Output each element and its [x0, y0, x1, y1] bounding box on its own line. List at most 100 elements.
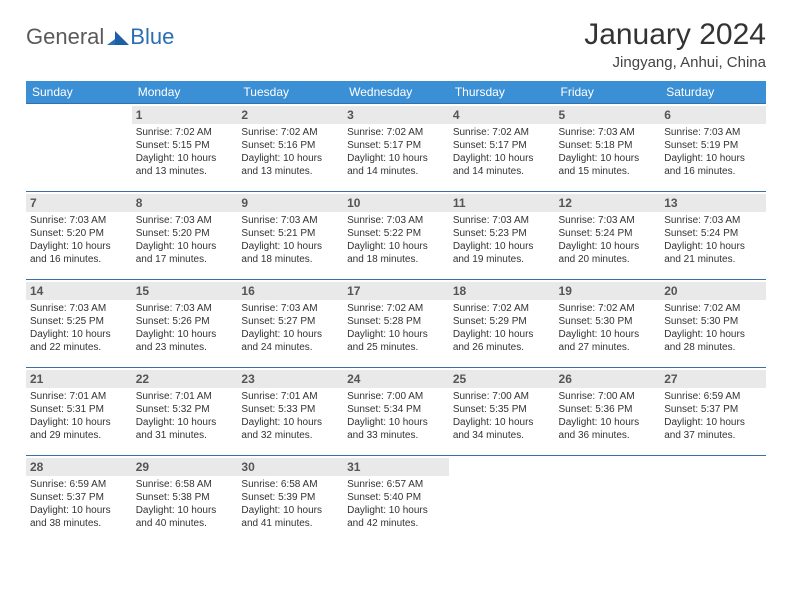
sunset-text: Sunset: 5:32 PM: [136, 403, 234, 416]
sunrise-text: Sunrise: 6:58 AM: [136, 478, 234, 491]
day-number: 8: [132, 194, 238, 212]
dow-row: Sunday Monday Tuesday Wednesday Thursday…: [26, 81, 766, 104]
sunrise-text: Sunrise: 7:01 AM: [241, 390, 339, 403]
dow-sun: Sunday: [26, 81, 132, 104]
day-number: 4: [449, 106, 555, 124]
page: General Blue January 2024 Jingyang, Anhu…: [0, 0, 792, 558]
sunrise-text: Sunrise: 6:57 AM: [347, 478, 445, 491]
sunset-text: Sunset: 5:30 PM: [664, 315, 762, 328]
sunset-text: Sunset: 5:31 PM: [30, 403, 128, 416]
day-content: 4Sunrise: 7:02 AMSunset: 5:17 PMDaylight…: [449, 104, 555, 182]
day-number: 14: [26, 282, 132, 300]
day-cell: [660, 456, 766, 544]
daylight-text: Daylight: 10 hours and 42 minutes.: [347, 504, 445, 530]
sunrise-text: Sunrise: 7:02 AM: [453, 302, 551, 315]
day-number: 16: [237, 282, 343, 300]
day-cell: 29 Sunrise: 6:58 AMSunset: 5:38 PMDayligh…: [132, 456, 238, 544]
sunrise-text: Sunrise: 7:00 AM: [453, 390, 551, 403]
day-cell: 8Sunrise: 7:03 AMSunset: 5:20 PMDaylight…: [132, 192, 238, 280]
sunset-text: Sunset: 5:19 PM: [664, 139, 762, 152]
sunset-text: Sunset: 5:18 PM: [559, 139, 657, 152]
sunset-text: Sunset: 5:25 PM: [30, 315, 128, 328]
sunset-text: Sunset: 5:24 PM: [559, 227, 657, 240]
day-info: Sunrise: 7:02 AMSunset: 5:17 PMDaylight:…: [347, 126, 445, 178]
daylight-text: Daylight: 10 hours and 17 minutes.: [136, 240, 234, 266]
sunset-text: Sunset: 5:20 PM: [30, 227, 128, 240]
day-cell: 2Sunrise: 7:02 AMSunset: 5:16 PMDaylight…: [237, 104, 343, 192]
day-info: Sunrise: 7:00 AMSunset: 5:35 PMDaylight:…: [453, 390, 551, 442]
sunset-text: Sunset: 5:15 PM: [136, 139, 234, 152]
logo-word2: Blue: [130, 24, 174, 50]
daylight-text: Daylight: 10 hours and 20 minutes.: [559, 240, 657, 266]
day-cell: 26Sunrise: 7:00 AMSunset: 5:36 PMDayligh…: [555, 368, 661, 456]
day-cell: 20Sunrise: 7:02 AMSunset: 5:30 PMDayligh…: [660, 280, 766, 368]
day-content: 18Sunrise: 7:02 AMSunset: 5:29 PMDayligh…: [449, 280, 555, 358]
sunset-text: Sunset: 5:40 PM: [347, 491, 445, 504]
daylight-text: Daylight: 10 hours and 19 minutes.: [453, 240, 551, 266]
month-title: January 2024: [584, 18, 766, 52]
sunrise-text: Sunrise: 7:02 AM: [453, 126, 551, 139]
sunset-text: Sunset: 5:20 PM: [136, 227, 234, 240]
daylight-text: Daylight: 10 hours and 14 minutes.: [347, 152, 445, 178]
day-number: 19: [555, 282, 661, 300]
week-row: 7Sunrise: 7:03 AMSunset: 5:20 PMDaylight…: [26, 192, 766, 280]
day-content: 1Sunrise: 7:02 AMSunset: 5:15 PMDaylight…: [132, 104, 238, 182]
day-cell: 27Sunrise: 6:59 AMSunset: 5:37 PMDayligh…: [660, 368, 766, 456]
sunrise-text: Sunrise: 7:03 AM: [30, 302, 128, 315]
day-content: 22Sunrise: 7:01 AMSunset: 5:32 PMDayligh…: [132, 368, 238, 446]
day-number: 13: [660, 194, 766, 212]
day-content: 13 Sunrise: 7:03 AMSunset: 5:24 PMDayligh…: [660, 192, 766, 270]
sunrise-text: Sunrise: 7:03 AM: [453, 214, 551, 227]
daylight-text: Daylight: 10 hours and 24 minutes.: [241, 328, 339, 354]
day-info: Sunrise: 6:58 AMSunset: 5:39 PMDaylight:…: [241, 478, 339, 530]
day-info: Sunrise: 7:01 AMSunset: 5:33 PMDaylight:…: [241, 390, 339, 442]
day-info: Sunrise: 7:03 AMSunset: 5:20 PMDaylight:…: [30, 214, 128, 266]
sunrise-text: Sunrise: 7:03 AM: [30, 214, 128, 227]
sunrise-text: Sunrise: 7:03 AM: [241, 214, 339, 227]
day-number: 24: [343, 370, 449, 388]
header: General Blue January 2024 Jingyang, Anhu…: [26, 18, 766, 71]
day-cell: 16 Sunrise: 7:03 AMSunset: 5:27 PMDayligh…: [237, 280, 343, 368]
daylight-text: Daylight: 10 hours and 23 minutes.: [136, 328, 234, 354]
day-number: 5: [555, 106, 661, 124]
day-cell: 18Sunrise: 7:02 AMSunset: 5:29 PMDayligh…: [449, 280, 555, 368]
day-cell: 22Sunrise: 7:01 AMSunset: 5:32 PMDayligh…: [132, 368, 238, 456]
day-info: Sunrise: 7:02 AMSunset: 5:16 PMDaylight:…: [241, 126, 339, 178]
logo-mark-icon: [107, 27, 129, 45]
sunset-text: Sunset: 5:38 PM: [136, 491, 234, 504]
day-number: 29: [132, 458, 238, 476]
day-cell: 25Sunrise: 7:00 AMSunset: 5:35 PMDayligh…: [449, 368, 555, 456]
sunrise-text: Sunrise: 7:02 AM: [347, 302, 445, 315]
day-number: 15: [132, 282, 238, 300]
day-cell: [449, 456, 555, 544]
day-info: Sunrise: 7:03 AMSunset: 5:27 PMDaylight:…: [241, 302, 339, 354]
week-row: 21Sunrise: 7:01 AMSunset: 5:31 PMDayligh…: [26, 368, 766, 456]
day-cell: 14Sunrise: 7:03 AMSunset: 5:25 PMDayligh…: [26, 280, 132, 368]
sunset-text: Sunset: 5:16 PM: [241, 139, 339, 152]
day-info: Sunrise: 7:03 AMSunset: 5:24 PMDaylight:…: [664, 214, 762, 266]
sunrise-text: Sunrise: 7:03 AM: [559, 126, 657, 139]
day-content: 12Sunrise: 7:03 AMSunset: 5:24 PMDayligh…: [555, 192, 661, 270]
day-cell: 6 Sunrise: 7:03 AMSunset: 5:19 PMDaylight…: [660, 104, 766, 192]
day-content: 3Sunrise: 7:02 AMSunset: 5:17 PMDaylight…: [343, 104, 449, 182]
day-info: Sunrise: 6:58 AMSunset: 5:38 PMDaylight:…: [136, 478, 234, 530]
sunrise-text: Sunrise: 7:03 AM: [559, 214, 657, 227]
day-info: Sunrise: 7:01 AMSunset: 5:31 PMDaylight:…: [30, 390, 128, 442]
sunrise-text: Sunrise: 7:00 AM: [559, 390, 657, 403]
day-content: 23Sunrise: 7:01 AMSunset: 5:33 PMDayligh…: [237, 368, 343, 446]
sunrise-text: Sunrise: 6:58 AM: [241, 478, 339, 491]
daylight-text: Daylight: 10 hours and 14 minutes.: [453, 152, 551, 178]
daylight-text: Daylight: 10 hours and 16 minutes.: [30, 240, 128, 266]
day-number: 6: [660, 106, 766, 124]
day-info: Sunrise: 6:57 AMSunset: 5:40 PMDaylight:…: [347, 478, 445, 530]
day-cell: [26, 104, 132, 192]
day-cell: 1Sunrise: 7:02 AMSunset: 5:15 PMDaylight…: [132, 104, 238, 192]
sunrise-text: Sunrise: 7:02 AM: [136, 126, 234, 139]
daylight-text: Daylight: 10 hours and 29 minutes.: [30, 416, 128, 442]
day-info: Sunrise: 7:02 AMSunset: 5:29 PMDaylight:…: [453, 302, 551, 354]
daylight-text: Daylight: 10 hours and 34 minutes.: [453, 416, 551, 442]
calendar-table: Sunday Monday Tuesday Wednesday Thursday…: [26, 81, 766, 544]
day-info: Sunrise: 7:03 AMSunset: 5:19 PMDaylight:…: [664, 126, 762, 178]
day-info: Sunrise: 7:00 AMSunset: 5:34 PMDaylight:…: [347, 390, 445, 442]
day-info: Sunrise: 7:02 AMSunset: 5:30 PMDaylight:…: [664, 302, 762, 354]
